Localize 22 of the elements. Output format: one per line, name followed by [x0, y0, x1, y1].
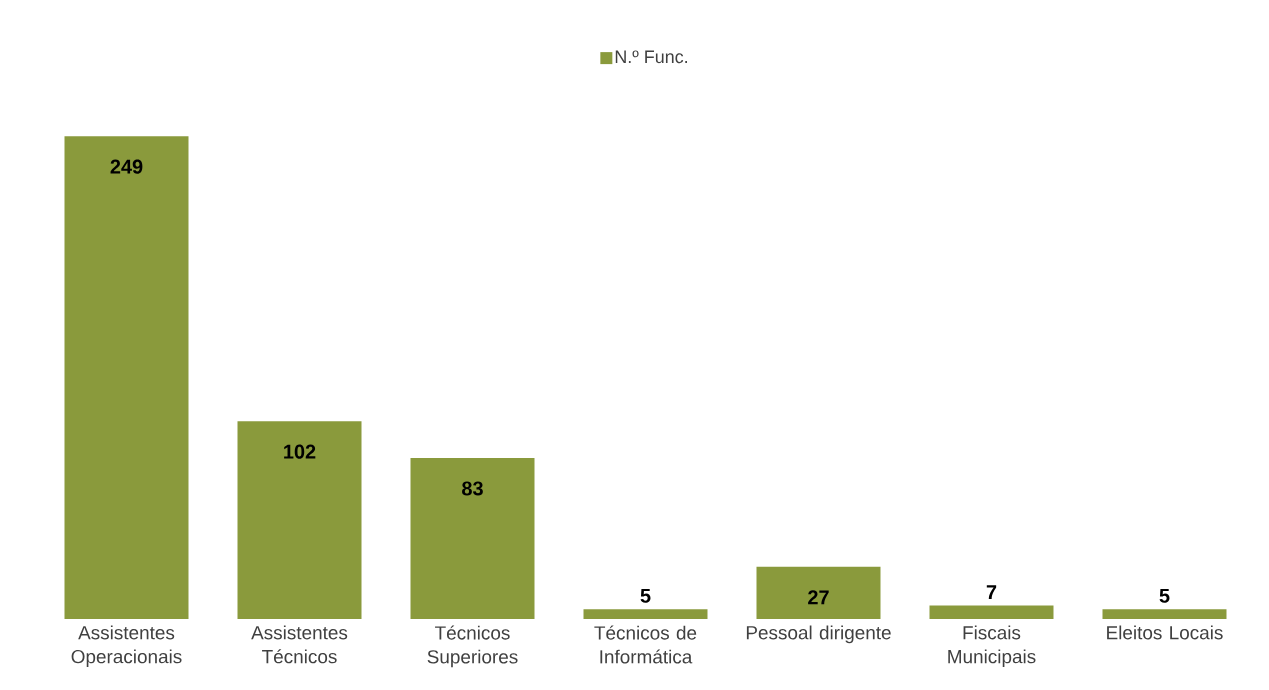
legend-label: N.º Func.: [615, 50, 687, 64]
x-tick-label: Fiscais Municipais: [948, 625, 1036, 668]
data-label: 27: [808, 590, 829, 605]
bar: [64, 136, 189, 619]
x-tick-label: Assistentes Técnicos: [251, 625, 348, 664]
x-tick-label: Técnicos de Informática: [594, 625, 697, 664]
bar: [756, 566, 881, 619]
data-label: 83: [462, 481, 483, 496]
data-label: 102: [284, 444, 316, 459]
x-tick-label: Assistentes Operacionais: [71, 625, 182, 668]
data-label: 5: [640, 588, 651, 603]
x-tick-label: Técnicos Superiores: [427, 625, 518, 668]
x-tick-label: Eleitos Locais: [1107, 625, 1223, 640]
data-label: 249: [110, 159, 143, 174]
bar: [410, 458, 535, 619]
bar: [237, 421, 362, 619]
bar: [583, 609, 708, 619]
data-label: 7: [986, 585, 997, 599]
data-label: 5: [1159, 588, 1170, 603]
bar: [1102, 609, 1227, 619]
x-tick-label: Pessoal dirigente: [746, 625, 891, 644]
bar: [929, 605, 1054, 619]
